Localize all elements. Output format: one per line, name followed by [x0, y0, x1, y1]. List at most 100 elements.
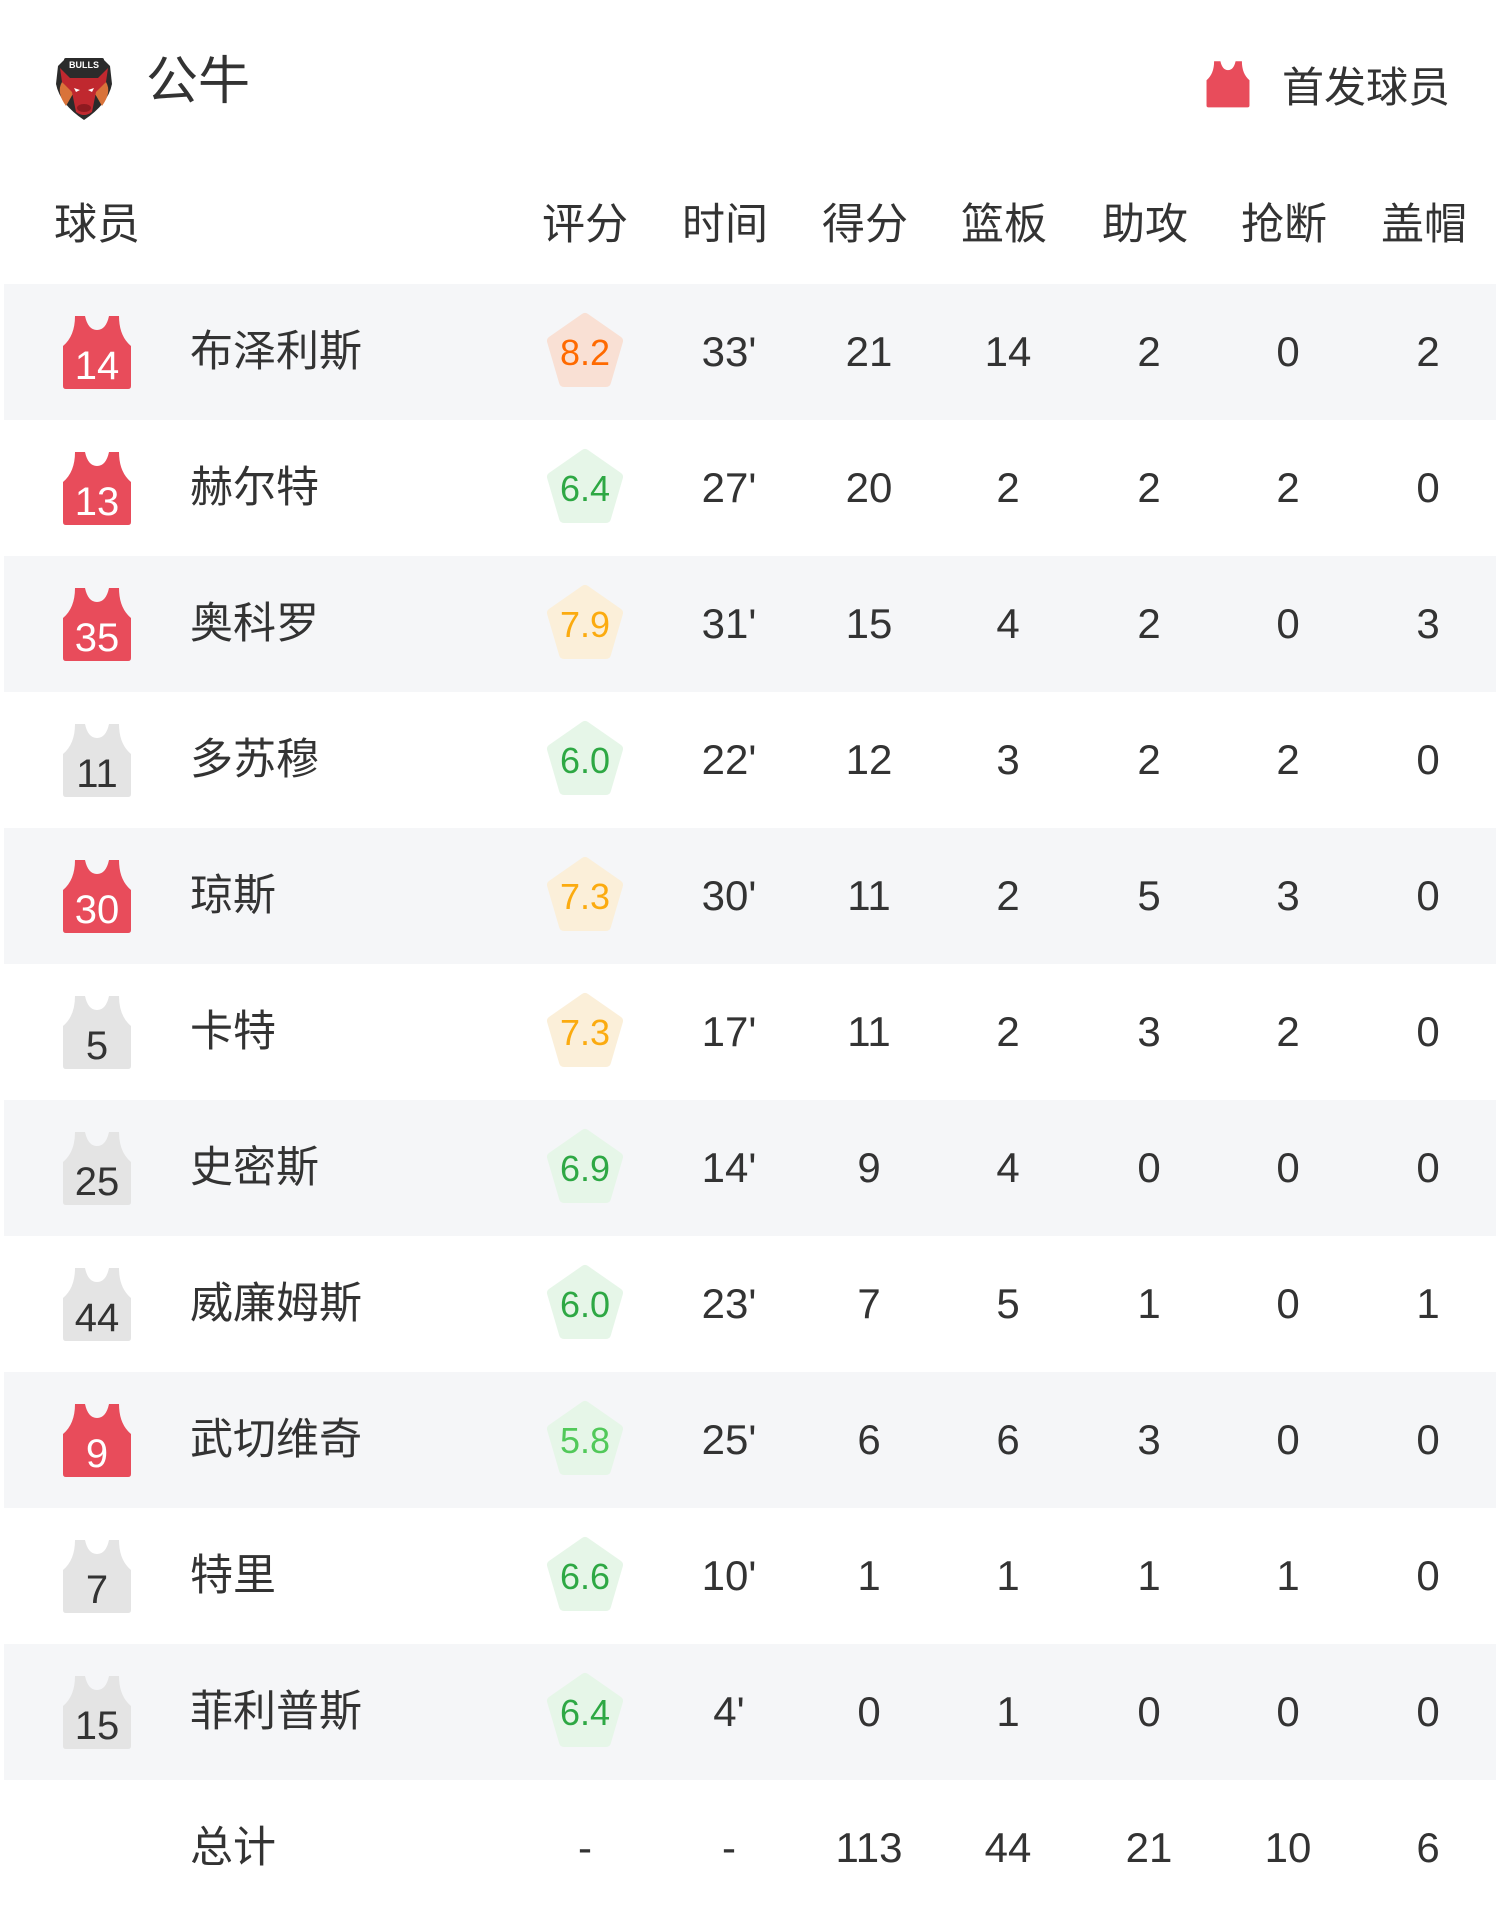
- table-row[interactable]: 14 布泽利斯 8.2 33' 21 14 2 0 2: [4, 284, 1496, 420]
- table-row[interactable]: 11 多苏穆 6.0 22' 12 3 2 2 0: [4, 692, 1496, 828]
- stat-minutes: 17': [701, 1008, 757, 1055]
- stat-blocks: 0: [1416, 464, 1440, 511]
- jersey-number: 30: [74, 888, 120, 932]
- column-header-assists[interactable]: 助攻: [1102, 200, 1188, 250]
- table-row[interactable]: 44 威廉姆斯 6.0 23' 7 5 1 0 1: [4, 1236, 1496, 1372]
- rating-value: 6.0: [559, 1284, 611, 1325]
- stat-assists: 2: [1137, 464, 1161, 511]
- player-name[interactable]: 赫尔特: [190, 463, 319, 513]
- pentagon-icon: [547, 1537, 623, 1611]
- jersey-icon: [63, 452, 131, 525]
- stat-minutes: 22': [701, 736, 757, 783]
- player-name[interactable]: 奥科罗: [190, 599, 319, 649]
- stat-points: 20: [845, 464, 893, 511]
- stat-minutes: -: [722, 1824, 736, 1871]
- column-header-minutes[interactable]: 时间: [682, 200, 768, 250]
- player-stats-table: 14 布泽利斯 8.2 33' 21 14 2 0 2 13 赫尔特 6.4 27' 20 2 2 2 0 35 奥科…: [4, 284, 1496, 1916]
- column-header-blocks[interactable]: 盖帽: [1381, 200, 1467, 250]
- pentagon-icon: [547, 585, 623, 659]
- column-header-points[interactable]: 得分: [822, 200, 908, 250]
- rating-badge: 6.9: [544, 1128, 626, 1208]
- column-header-rebounds[interactable]: 篮板: [961, 200, 1047, 250]
- rating-value: 7.3: [559, 1012, 611, 1053]
- stat-assists: 0: [1137, 1144, 1161, 1191]
- jersey-icon: [63, 1268, 131, 1341]
- pentagon-icon: [547, 1129, 623, 1203]
- jersey-number: 14: [74, 344, 120, 388]
- table-row[interactable]: 13 赫尔特 6.4 27' 20 2 2 2 0: [4, 420, 1496, 556]
- rating-badge: 8.2: [544, 312, 626, 392]
- rating-badge: 6.0: [544, 1264, 626, 1344]
- jersey-number-badge: 5: [61, 994, 133, 1070]
- stat-points: 11: [847, 872, 891, 919]
- jersey-number-badge: 13: [61, 450, 133, 526]
- stat-assists: 2: [1137, 600, 1161, 647]
- stat-minutes: 30': [701, 872, 757, 919]
- player-name[interactable]: 史密斯: [190, 1143, 319, 1193]
- jersey-number-badge: 11: [61, 722, 133, 798]
- pentagon-icon: [547, 449, 623, 523]
- pentagon-icon: [547, 721, 623, 795]
- stat-steals: 0: [1276, 1688, 1300, 1735]
- rating-badge: 6.0: [544, 720, 626, 800]
- stat-points: 12: [845, 736, 893, 783]
- stat-blocks: 0: [1416, 872, 1440, 919]
- table-row[interactable]: 30 琼斯 7.3 30' 11 2 5 3 0: [4, 828, 1496, 964]
- rating-badge: 7.3: [544, 856, 626, 936]
- rating-badge: 7.9: [544, 584, 626, 664]
- table-row[interactable]: 7 特里 6.6 10' 1 1 1 1 0: [4, 1508, 1496, 1644]
- player-name[interactable]: 武切维奇: [190, 1415, 362, 1465]
- player-name[interactable]: 布泽利斯: [190, 327, 362, 377]
- stat-rebounds: 1: [996, 1552, 1020, 1599]
- stat-minutes: 23': [701, 1280, 757, 1327]
- column-header-rating[interactable]: 评分: [542, 200, 628, 250]
- stat-blocks: 2: [1416, 328, 1440, 375]
- stat-steals: 2: [1276, 464, 1300, 511]
- rating-value: 7.3: [559, 876, 611, 917]
- pentagon-icon: [547, 1673, 623, 1747]
- stat-assists: 3: [1137, 1008, 1161, 1055]
- stat-points: 1: [857, 1552, 881, 1599]
- totals-label: 总计: [190, 1823, 276, 1873]
- stat-steals: 0: [1276, 600, 1300, 647]
- player-name[interactable]: 多苏穆: [190, 735, 319, 785]
- stat-points: 6: [857, 1416, 881, 1463]
- stat-points: 21: [845, 328, 893, 375]
- column-header-player[interactable]: 球员: [54, 200, 140, 250]
- rating-badge: 6.4: [544, 448, 626, 528]
- stat-minutes: 14': [701, 1144, 757, 1191]
- stat-blocks: 0: [1416, 736, 1440, 783]
- stat-blocks: 0: [1416, 1008, 1440, 1055]
- pentagon-icon: [547, 993, 623, 1067]
- player-name[interactable]: 琼斯: [190, 871, 276, 921]
- stat-steals: 3: [1276, 872, 1300, 919]
- jersey-number: 35: [74, 616, 120, 660]
- table-row[interactable]: 9 武切维奇 5.8 25' 6 6 3 0 0: [4, 1372, 1496, 1508]
- table-row[interactable]: 5 卡特 7.3 17' 11 2 3 2 0: [4, 964, 1496, 1100]
- player-name[interactable]: 卡特: [190, 1007, 276, 1057]
- stat-blocks: 3: [1416, 600, 1440, 647]
- player-name[interactable]: 菲利普斯: [190, 1687, 362, 1737]
- stat-rebounds: 4: [996, 600, 1020, 647]
- rating-value: 7.9: [559, 604, 611, 645]
- jersey-number-badge: 15: [61, 1674, 133, 1750]
- stat-points: 113: [835, 1824, 903, 1871]
- table-row[interactable]: 35 奥科罗 7.9 31' 15 4 2 0 3: [4, 556, 1496, 692]
- rating-badge: 7.3: [544, 992, 626, 1072]
- stat-blocks: 0: [1416, 1416, 1440, 1463]
- stat-steals: 2: [1276, 736, 1300, 783]
- player-name[interactable]: 威廉姆斯: [190, 1279, 362, 1329]
- stat-rebounds: 2: [996, 1008, 1020, 1055]
- table-row[interactable]: 25 史密斯 6.9 14' 9 4 0 0 0: [4, 1100, 1496, 1236]
- totals-rating: -: [578, 1824, 592, 1871]
- jersey-number-badge: 44: [61, 1266, 133, 1342]
- table-row[interactable]: 15 菲利普斯 6.4 4' 0 1 0 0 0: [4, 1644, 1496, 1780]
- jersey-number-badge: 25: [61, 1130, 133, 1206]
- player-name[interactable]: 特里: [190, 1551, 276, 1601]
- stat-rebounds: 4: [996, 1144, 1020, 1191]
- column-header-steals[interactable]: 抢断: [1241, 200, 1327, 250]
- stat-steals: 0: [1276, 1280, 1300, 1327]
- rating-value: 8.2: [559, 332, 611, 373]
- jersey-number-badge: 7: [61, 1538, 133, 1614]
- stat-steals: 2: [1276, 1008, 1300, 1055]
